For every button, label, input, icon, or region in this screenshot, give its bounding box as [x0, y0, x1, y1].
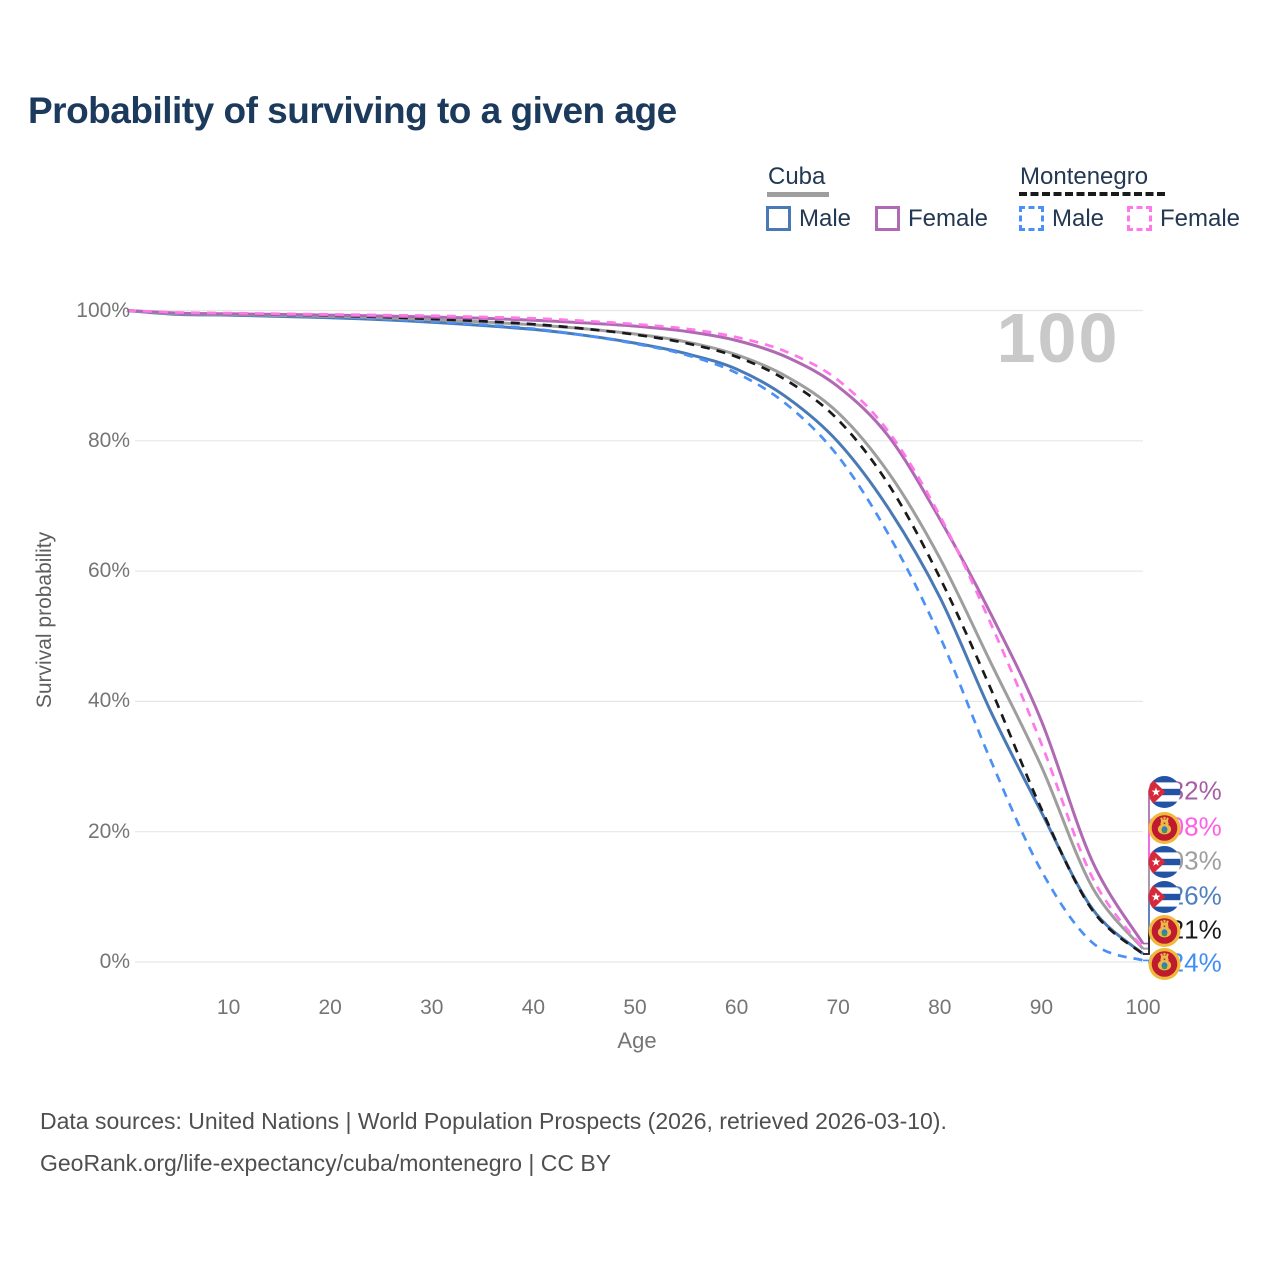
x-tick-90: 90	[1029, 996, 1054, 1019]
cuba-flag-icon	[1148, 846, 1181, 878]
x-tick-80: 80	[928, 996, 952, 1019]
x-tick-100: 100	[1125, 996, 1161, 1019]
x-axis-label: Age	[617, 1028, 657, 1053]
legend-swatch-montenegro-female[interactable]	[1127, 206, 1152, 231]
page-title: Probability of surviving to a given age	[28, 90, 677, 131]
y-tick-80: 80%	[87, 428, 130, 452]
end-value-montenegro-male: 0.24%	[1148, 948, 1222, 980]
end-value-cuba-male: 1.26%	[1148, 881, 1222, 913]
y-tick-20: 20%	[87, 819, 130, 843]
x-tick-50: 50	[623, 996, 647, 1019]
end-value-cuba-female: 2.82%	[1148, 776, 1222, 808]
series-line-cuba-female	[126, 309, 1145, 945]
legend-label-cuba-female[interactable]: Female	[908, 205, 989, 232]
watermark-age-100: 100	[996, 299, 1120, 377]
x-tick-40: 40	[521, 996, 546, 1019]
cuba-flag-icon	[1148, 776, 1181, 808]
x-tick-60: 60	[724, 996, 749, 1019]
legend-label-cuba-male[interactable]: Male	[799, 205, 852, 232]
data-source-line: Data sources: United Nations | World Pop…	[40, 1108, 947, 1134]
legend-underline-cuba	[767, 192, 829, 197]
end-value-montenegro-female: 2.08%	[1148, 812, 1222, 844]
series-line-montenegro-total	[126, 309, 1144, 956]
legend-swatch-cuba-female[interactable]	[875, 206, 900, 231]
y-tick-60: 60%	[87, 559, 130, 583]
legend-swatch-cuba-male[interactable]	[766, 206, 791, 231]
legend-swatch-montenegro-male[interactable]	[1019, 206, 1044, 231]
x-tick-30: 30	[420, 996, 444, 1019]
legend-underline-montenegro	[1019, 192, 1165, 196]
series-line-cuba-male	[126, 309, 1144, 955]
x-tick-10: 10	[216, 996, 241, 1019]
y-tick-0: 0%	[99, 950, 130, 973]
montenegro-flag-icon	[1148, 948, 1181, 980]
series-line-montenegro-female	[126, 309, 1145, 950]
series-line-cuba-total	[126, 309, 1145, 950]
series-line-montenegro-male	[126, 309, 1144, 962]
x-tick-70: 70	[826, 996, 850, 1019]
cuba-flag-icon	[1148, 881, 1181, 913]
montenegro-flag-icon	[1148, 812, 1181, 844]
y-tick-100: 100%	[76, 298, 130, 322]
legend-label-montenegro-male[interactable]: Male	[1052, 205, 1105, 232]
legend-label-montenegro-female[interactable]: Female	[1160, 205, 1241, 232]
legend-group-montenegro: Montenegro	[1020, 163, 1149, 190]
attribution-line: GeoRank.org/life-expectancy/cuba/montene…	[40, 1150, 612, 1176]
y-tick-40: 40%	[87, 689, 130, 713]
montenegro-flag-icon	[1148, 915, 1181, 947]
x-tick-20: 20	[318, 996, 342, 1019]
legend-group-cuba: Cuba	[768, 163, 826, 190]
end-value-montenegro-total: 1.21%	[1148, 915, 1222, 947]
end-value-cuba-total: 2.03%	[1148, 846, 1222, 878]
